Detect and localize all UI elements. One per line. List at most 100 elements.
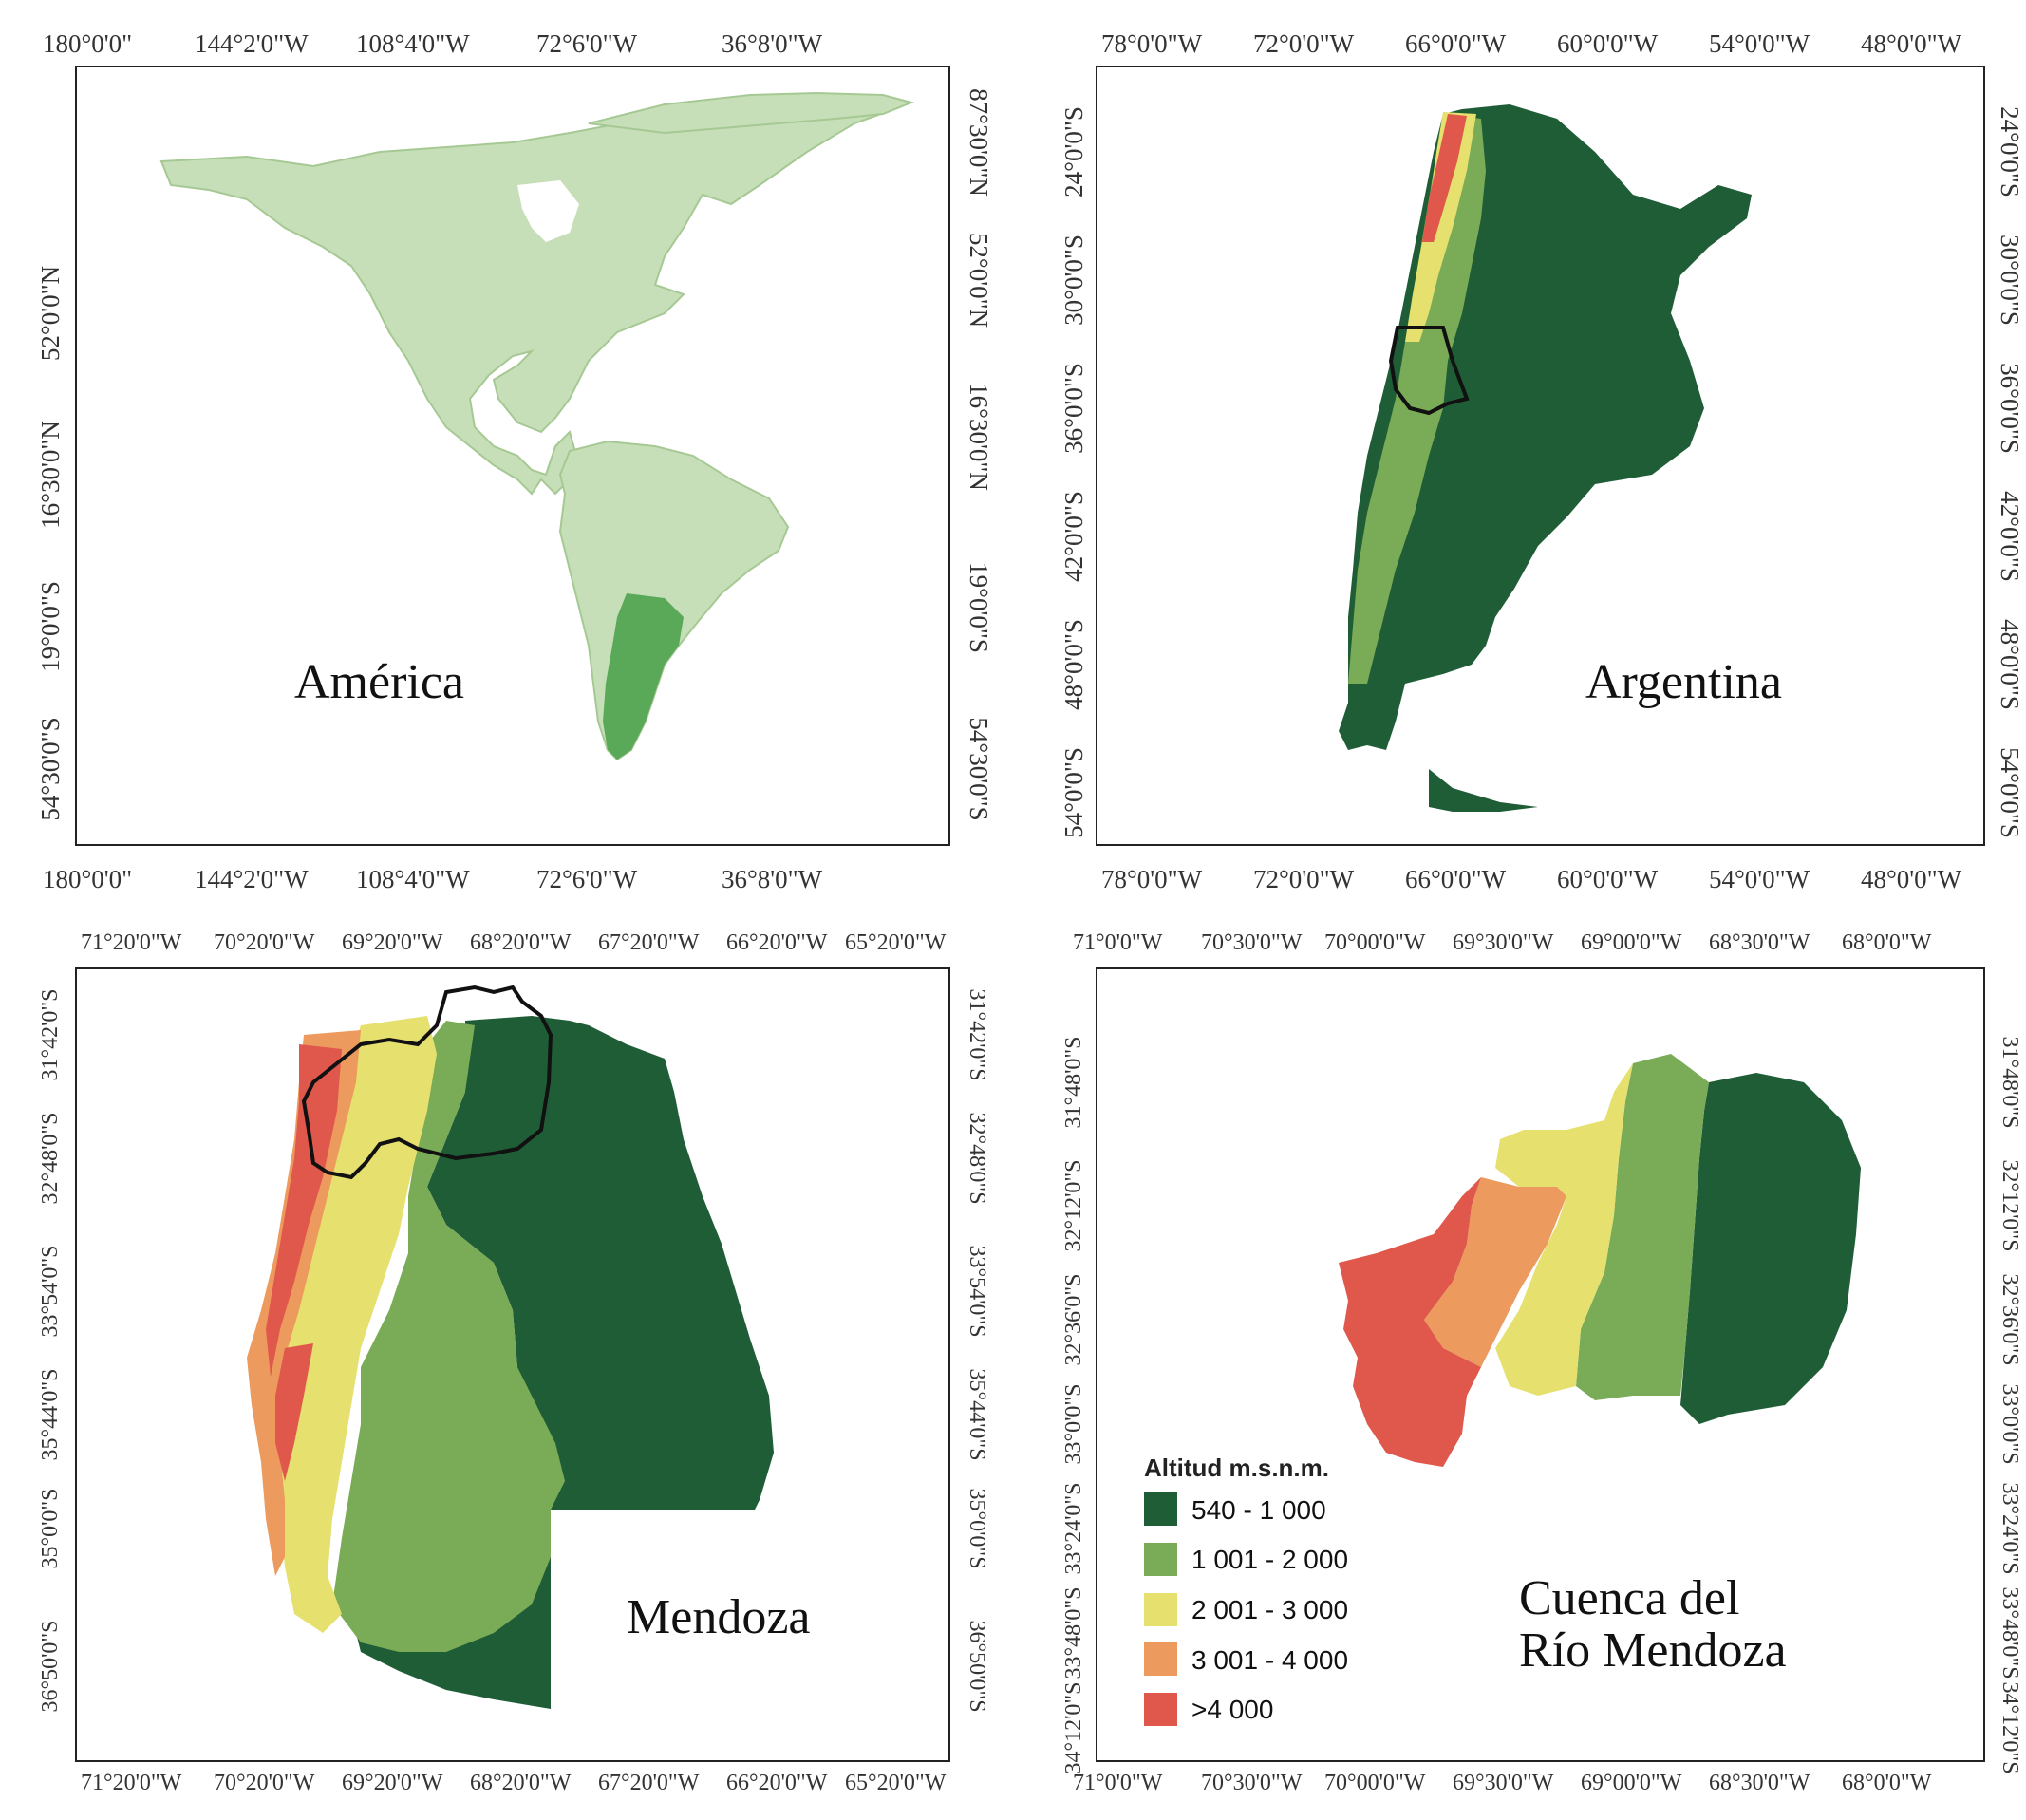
cuenca-bottom-tick: 68°30'0"W [1709,1771,1810,1795]
cuenca-bottom-tick: 70°30'0"W [1201,1771,1303,1795]
mendoza-outline-argentina [1388,326,1470,416]
america-left-tick: 54°30'0"S [36,717,65,820]
argentina-left-tick: 42°0'0"S [1060,491,1088,582]
cuenca-bottom-tick: 68°0'0"W [1842,1771,1932,1795]
america-bottom-tick: 36°8'0"W [722,865,823,893]
argentina-bottom-tick: 78°0'0"W [1101,865,1203,893]
argentina-highlight [603,593,684,760]
argentina-right-tick: 42°0'0"S [1996,491,2024,582]
legend-swatch-3001-4000 [1144,1642,1177,1676]
cuenca-lowland [1680,1073,1861,1424]
argentina-left-tick: 54°0'0"S [1060,747,1088,838]
cuenca-top-tick: 69°00'0"W [1581,930,1682,955]
cuenca-right-tick: 33°48'0"S [1998,1586,2022,1679]
mendoza-bottom-tick: 65°20'0"W [845,1771,947,1795]
argentina-andes-high [1405,112,1476,342]
america-bottom-tick: 180°0'0" [43,865,132,893]
legend-swatch-1001-2000 [1144,1543,1177,1576]
cuenca-right-tick: 34°12'0"S [1998,1681,2022,1773]
legend-swatch-540-1000 [1144,1492,1177,1526]
mendoza-top-tick: 67°20'0"W [598,930,700,955]
cuenca-top-tick: 71°0'0"W [1073,930,1163,955]
cuenca-orange-zone [1424,1177,1566,1367]
cuenca-right-tick: 32°12'0"S [1998,1159,2022,1251]
america-bottom-tick: 108°4'0"W [356,865,470,893]
mendoza-bottom-tick: 68°20'0"W [470,1771,572,1795]
cuenca-right-tick: 32°36'0"S [1998,1273,2022,1365]
cuenca-yellow-zone [1495,1063,1633,1396]
america-left-tick: 52°0'0"N [36,266,65,361]
mendoza-bottom-tick: 66°20'0"W [726,1771,828,1795]
america-title: América [294,655,464,709]
mendoza-left-tick: 35°44'0"S [38,1368,63,1460]
cuenca-top-tick: 70°30'0"W [1201,930,1303,955]
cuenca-frame [1096,967,1985,1762]
argentina-top-tick: 72°0'0"W [1253,29,1355,58]
cuenca-bottom-tick: 69°30'0"W [1453,1771,1554,1795]
mendoza-right-tick: 35°44'0"S [965,1368,989,1460]
cuenca-left-tick: 34°12'0"S [1061,1681,1086,1773]
elevation-legend: Altitud m.s.n.m. 540 - 1 000 1 001 - 2 0… [1144,1454,1348,1726]
america-left-tick: 19°0'0"S [36,581,65,672]
arctic-islands [588,91,915,135]
argentina-top-tick: 48°0'0"W [1861,29,1962,58]
mendoza-top-tick: 70°20'0"W [214,930,315,955]
mendoza-red-zone-south [275,1343,313,1481]
cuenca-panel: Cuenca del Río Mendoza Altitud m.s.n.m. … [1061,930,2022,1795]
america-map: América [159,91,915,761]
mendoza-top-tick: 71°20'0"W [81,930,182,955]
argentina-right-tick: 24°0'0"S [1996,106,2024,197]
argentina-right-tick: 36°0'0"S [1996,363,2024,454]
argentina-andes-mid [1348,114,1486,684]
mendoza-top-tick: 66°20'0"W [726,930,828,955]
america-top-tick: 36°8'0"W [722,29,823,58]
argentina-top-tick: 60°0'0"W [1557,29,1659,58]
basin-outline-mendoza [301,985,553,1180]
argentina-frame [1096,66,1985,846]
tierra-del-fuego [1429,769,1538,812]
cuenca-mid-elevation [1576,1054,1709,1400]
legend-swatch-2001-3000 [1144,1593,1177,1626]
argentina-left-tick: 30°0'0"S [1060,235,1088,326]
america-top-tick: 72°6'0"W [536,29,638,58]
mendoza-yellow-zone [256,1016,437,1633]
mendoza-right-tick: 36°50'0"S [965,1620,989,1712]
cuenca-bottom-tick: 71°0'0"W [1073,1771,1163,1795]
legend-label: 540 - 1 000 [1191,1495,1326,1525]
mendoza-panel: Mendoza 71°20'0"W 70°20'0"W 69°20'0"W 68… [38,930,989,1795]
mendoza-bottom-tick: 69°20'0"W [342,1771,443,1795]
cuenca-title-line2: Río Mendoza [1519,1623,1787,1678]
argentina-title: Argentina [1585,655,1782,709]
mendoza-top-tick: 68°20'0"W [470,930,572,955]
argentina-bottom-tick: 72°0'0"W [1253,865,1355,893]
mendoza-top-tick: 65°20'0"W [845,930,947,955]
cuenca-left-tick: 33°24'0"S [1061,1482,1086,1574]
mendoza-right-tick: 31°42'0"S [965,988,989,1080]
cuenca-right-tick: 33°24'0"S [1998,1482,2022,1574]
cuenca-right-tick: 33°0'0"S [1998,1383,2022,1464]
america-bottom-tick: 144°2'0"W [195,865,309,893]
mendoza-left-tick: 35°0'0"S [38,1488,63,1568]
america-panel: América 180°0'0" 144°2'0"W 108°4'0"W 72°… [36,29,993,893]
mendoza-right-tick: 33°54'0"S [965,1245,989,1337]
mendoza-red-zone [266,1044,342,1377]
legend-title: Altitud m.s.n.m. [1144,1454,1329,1482]
legend-label: 3 001 - 4 000 [1191,1645,1348,1675]
mendoza-title: Mendoza [627,1590,810,1644]
legend-swatch-gt4000 [1144,1693,1177,1726]
cuenca-top-tick: 68°0'0"W [1842,930,1932,955]
cuenca-left-tick: 31°48'0"S [1061,1036,1086,1128]
argentina-bottom-tick: 60°0'0"W [1557,865,1659,893]
argentina-right-tick: 54°0'0"S [1996,747,2024,838]
mendoza-right-tick: 32°48'0"S [965,1112,989,1204]
cuenca-left-tick: 33°48'0"S [1061,1586,1086,1679]
america-top-tick: 108°4'0"W [356,29,470,58]
mendoza-left-tick: 33°54'0"S [38,1245,63,1337]
cuenca-left-tick: 32°36'0"S [1061,1273,1086,1365]
argentina-left-tick: 24°0'0"S [1060,106,1088,197]
mendoza-left-tick: 36°50'0"S [38,1620,63,1712]
mendoza-bottom-tick: 70°20'0"W [214,1771,315,1795]
mendoza-left-tick: 32°48'0"S [38,1112,63,1204]
argentina-bottom-tick: 54°0'0"W [1709,865,1810,893]
